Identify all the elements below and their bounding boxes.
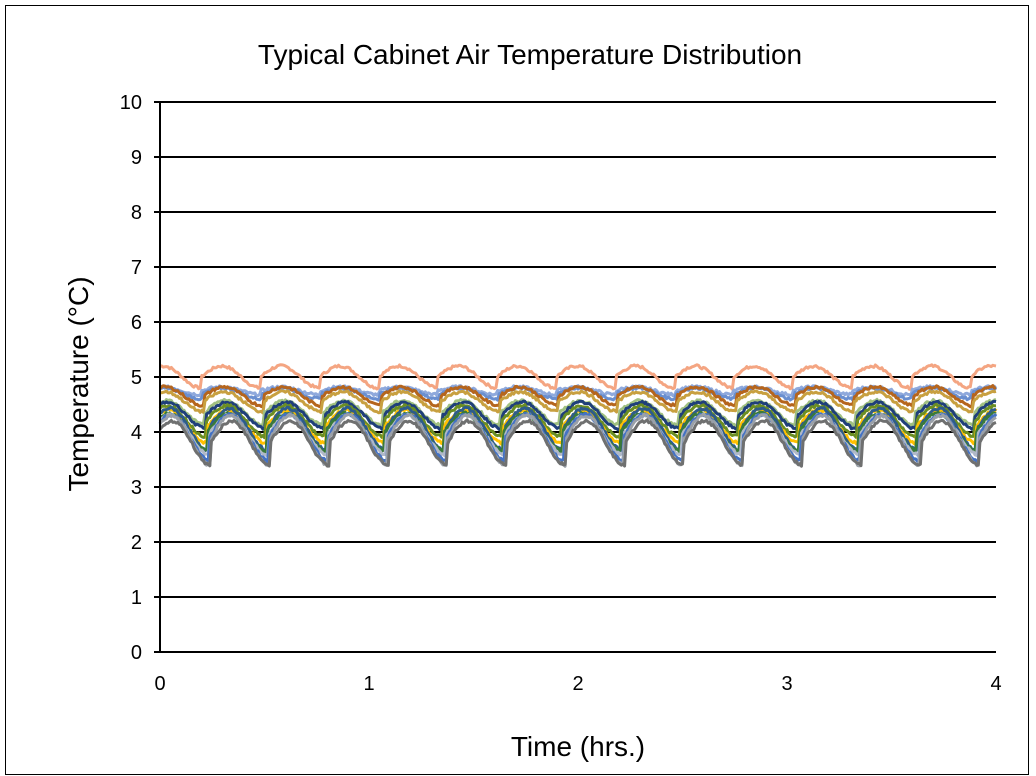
x-tick-label: 4 [990, 673, 1001, 695]
y-tick-label: 1 [131, 587, 142, 609]
x-tick-labels: 0 1 2 3 4 [154, 673, 1001, 695]
y-tick-label: 7 [131, 257, 142, 279]
axes [154, 101, 996, 653]
y-tick-label: 4 [131, 422, 142, 444]
y-tick-label: 3 [131, 477, 142, 499]
series-line-15 [158, 418, 997, 468]
x-tick-label: 2 [572, 673, 583, 695]
y-tick-label: 8 [131, 202, 142, 224]
series-lines [158, 363, 998, 468]
line-chart: Typical Cabinet Air Temperature Distribu… [63, 39, 1002, 762]
y-tick-label: 6 [131, 312, 142, 334]
series-line-8 [158, 402, 997, 440]
series-line-6 [159, 397, 997, 428]
series-line-1 [159, 363, 997, 391]
x-tick-label: 1 [363, 673, 374, 695]
y-tick-labels: 0 1 2 3 4 5 6 7 8 9 10 [120, 92, 142, 664]
y-tick-label: 5 [131, 367, 142, 389]
x-tick-label: 3 [781, 673, 792, 695]
x-axis-title: Time (hrs.) [511, 731, 645, 762]
series-line-4 [158, 384, 997, 409]
series-line-5 [159, 389, 997, 415]
y-axis-title: Temperature (°C) [63, 276, 94, 491]
y-tick-label: 0 [131, 642, 142, 664]
y-tick-label: 2 [131, 532, 142, 554]
chart-title: Typical Cabinet Air Temperature Distribu… [258, 39, 802, 70]
y-tick-label: 10 [120, 92, 142, 114]
x-tick-label: 0 [154, 673, 165, 695]
chart-frame: Typical Cabinet Air Temperature Distribu… [5, 5, 1029, 775]
gridlines [160, 101, 996, 598]
y-tick-label: 9 [131, 147, 142, 169]
